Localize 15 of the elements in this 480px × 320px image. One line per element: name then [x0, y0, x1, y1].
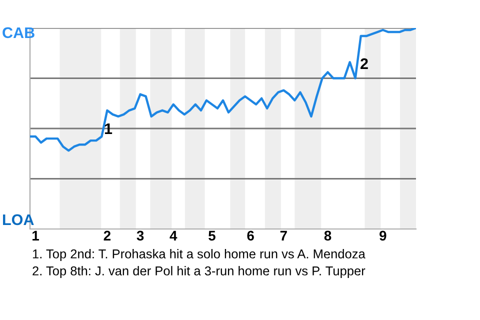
x-tick-label: 6 — [247, 230, 254, 241]
annotation: LOA — [3, 214, 34, 226]
x-tick-label: 3 — [136, 230, 144, 241]
text: 2. Top 8th: J. van der Pol hit a 3-run home run vs P. Tupper — [32, 266, 366, 278]
annotation: CAB — [2, 27, 34, 38]
annotation: 2 — [360, 58, 368, 69]
x-tick-label: 4 — [170, 230, 178, 240]
x-tick-label: 8 — [324, 230, 332, 241]
x-tick-label: 7 — [280, 230, 287, 240]
x-tick-label: 5 — [208, 230, 216, 241]
x-tick-label: 1 — [32, 230, 39, 240]
x-tick-label: 2 — [104, 230, 111, 240]
annotation: 1 — [104, 123, 112, 134]
text: 1. Top 2nd: T. Prohaska hit a solo home run vs A. Mendoza — [32, 249, 366, 261]
x-tick-label: 9 — [380, 230, 386, 241]
